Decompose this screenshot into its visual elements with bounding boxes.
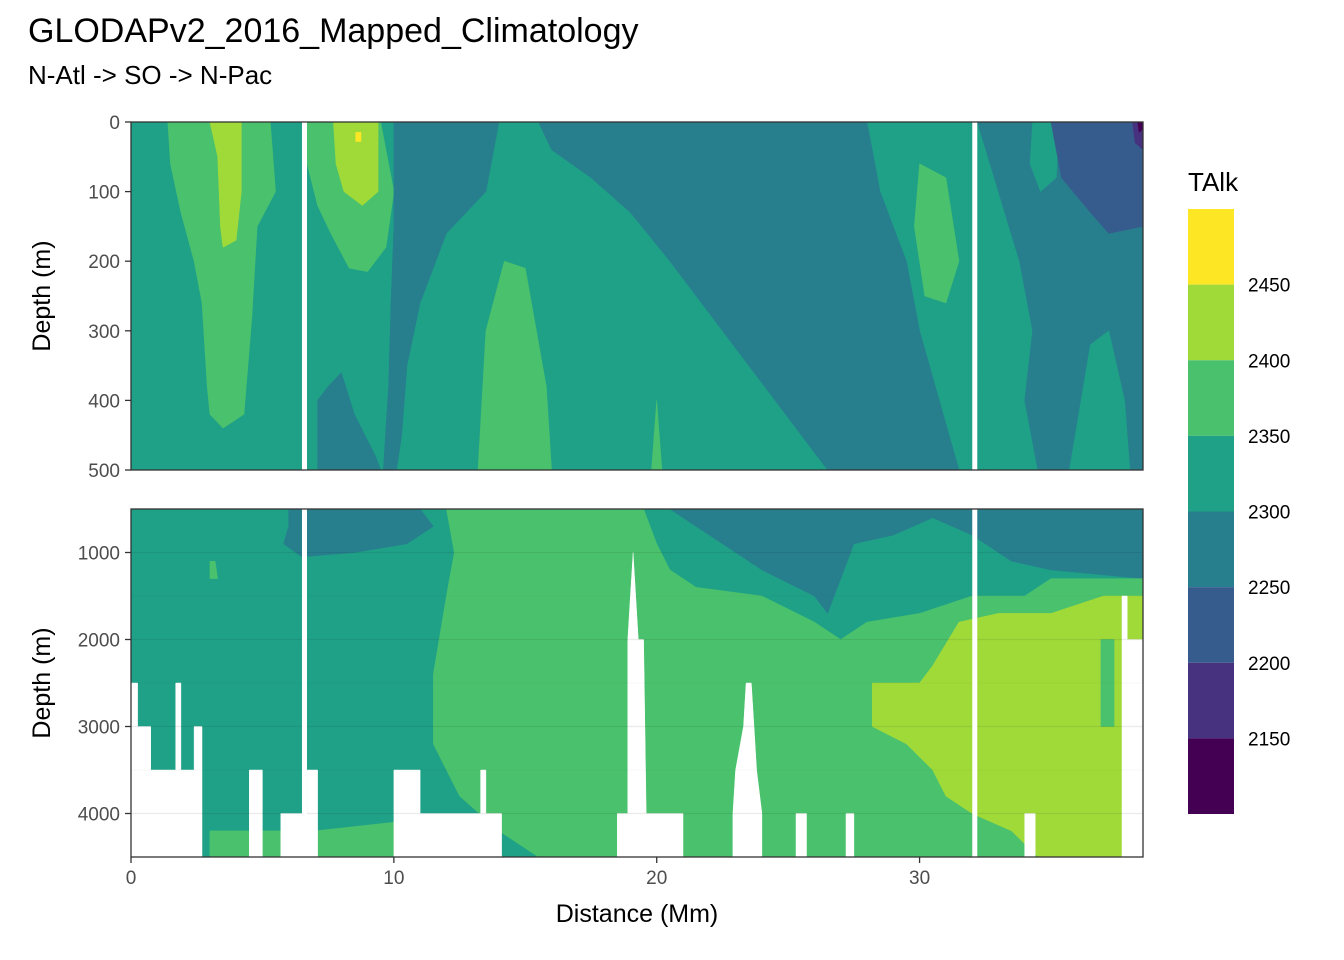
- lower-seafloor-mask: [1024, 813, 1036, 857]
- lower-seafloor-mask: [845, 813, 855, 857]
- upper-panel: 0 100 200 300 400 500: [88, 113, 1144, 482]
- y-tick-label: 2000: [78, 631, 120, 652]
- y-tick-label: 400: [88, 391, 120, 412]
- upper-contour-region: [333, 122, 379, 206]
- y-tick-label: 500: [88, 461, 120, 482]
- upper-contour-region: [167, 122, 276, 429]
- upper-contour-region: [1029, 122, 1060, 193]
- x-axis-title: Distance (Mm): [556, 900, 719, 928]
- chart-subtitle: N-Atl -> SO -> N-Pac: [28, 60, 272, 90]
- upper-contour-region: [1050, 122, 1143, 234]
- lower-seafloor-mask: [480, 769, 487, 814]
- legend-label: 2300: [1248, 503, 1290, 524]
- x-tick-label: 10: [383, 868, 404, 889]
- legend-swatch: [1188, 360, 1234, 436]
- lower-seafloor-mask: [490, 813, 502, 857]
- y-axis-title-lower: Depth (m): [28, 627, 56, 738]
- y-tick-label: 200: [88, 252, 120, 273]
- upper-panel-border: [130, 121, 1144, 471]
- y-tick-label: 100: [88, 183, 120, 204]
- legend-label: 2250: [1248, 578, 1290, 599]
- x-tick-label: 20: [646, 868, 667, 889]
- lower-seafloor-mask: [795, 813, 807, 857]
- legend-swatch: [1188, 435, 1234, 512]
- x-tick-label: 0: [126, 868, 137, 889]
- y-tick-label: 1000: [78, 544, 120, 565]
- upper-contour-region: [1069, 330, 1131, 470]
- upper-contour-region: [651, 400, 663, 470]
- legend-swatch: [1188, 511, 1234, 588]
- legend-label: 2200: [1248, 654, 1290, 675]
- legend-label: 2400: [1248, 351, 1290, 372]
- lower-panel-border: [130, 508, 1144, 858]
- upper-contour-region: [317, 372, 381, 470]
- legend: TAlk 2450 2400 2350 2300 2250 2200 2150: [1188, 167, 1290, 814]
- lower-panel: 1000 2000 3000 4000: [78, 508, 1144, 858]
- legend-swatch: [1188, 587, 1234, 663]
- x-axis: 0 10 20 30: [126, 857, 930, 889]
- legend-swatch: [1188, 284, 1234, 361]
- legend-swatch: [1188, 209, 1234, 285]
- chart-title: GLODAPv2_2016_Mapped_Climatology: [28, 12, 638, 50]
- x-tick-label: 30: [909, 868, 930, 889]
- y-tick-label: 4000: [78, 805, 120, 826]
- legend-label: 2350: [1248, 427, 1290, 448]
- lower-contour-region: [209, 560, 218, 579]
- legend-swatch: [1188, 738, 1234, 814]
- upper-contour-region: [355, 132, 362, 142]
- y-tick-label: 300: [88, 322, 120, 343]
- y-axis-title-upper: Depth (m): [28, 240, 56, 351]
- upper-contour-region: [914, 163, 960, 304]
- legend-label: 2450: [1248, 276, 1290, 297]
- legend-title: TAlk: [1188, 167, 1239, 197]
- legend-label: 2150: [1248, 729, 1290, 750]
- upper-contour-region: [209, 122, 242, 248]
- upper-contour-region: [477, 260, 552, 470]
- upper-contour-region: [383, 122, 500, 470]
- y-tick-label: 3000: [78, 718, 120, 739]
- upper-contour-region: [977, 260, 1015, 470]
- y-tick-label: 0: [109, 113, 120, 134]
- legend-swatch: [1188, 662, 1234, 739]
- upper-contour-region: [1137, 122, 1143, 133]
- upper-contour-region: [538, 122, 960, 470]
